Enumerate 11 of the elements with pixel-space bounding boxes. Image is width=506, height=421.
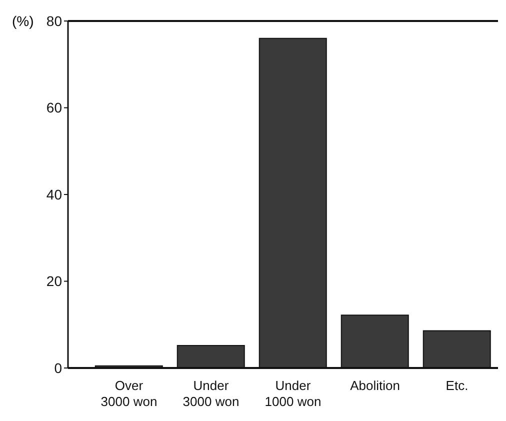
y-tick-label: 40 [46, 186, 62, 202]
x-tick-label: Under 3000 won [182, 378, 240, 409]
y-axis-title: (%) [12, 13, 34, 29]
x-tick-label: Abolition [350, 378, 400, 393]
x-tick-label: Over 3000 won [100, 378, 158, 409]
y-tick-label: 80 [46, 12, 62, 29]
y-tick-label: 0 [54, 360, 62, 376]
y-tick-label: 60 [46, 100, 62, 116]
x-tick-label: Etc. [446, 378, 468, 393]
y-tick-label: 20 [46, 273, 62, 290]
x-tick-label: Under 1000 won [264, 378, 322, 409]
